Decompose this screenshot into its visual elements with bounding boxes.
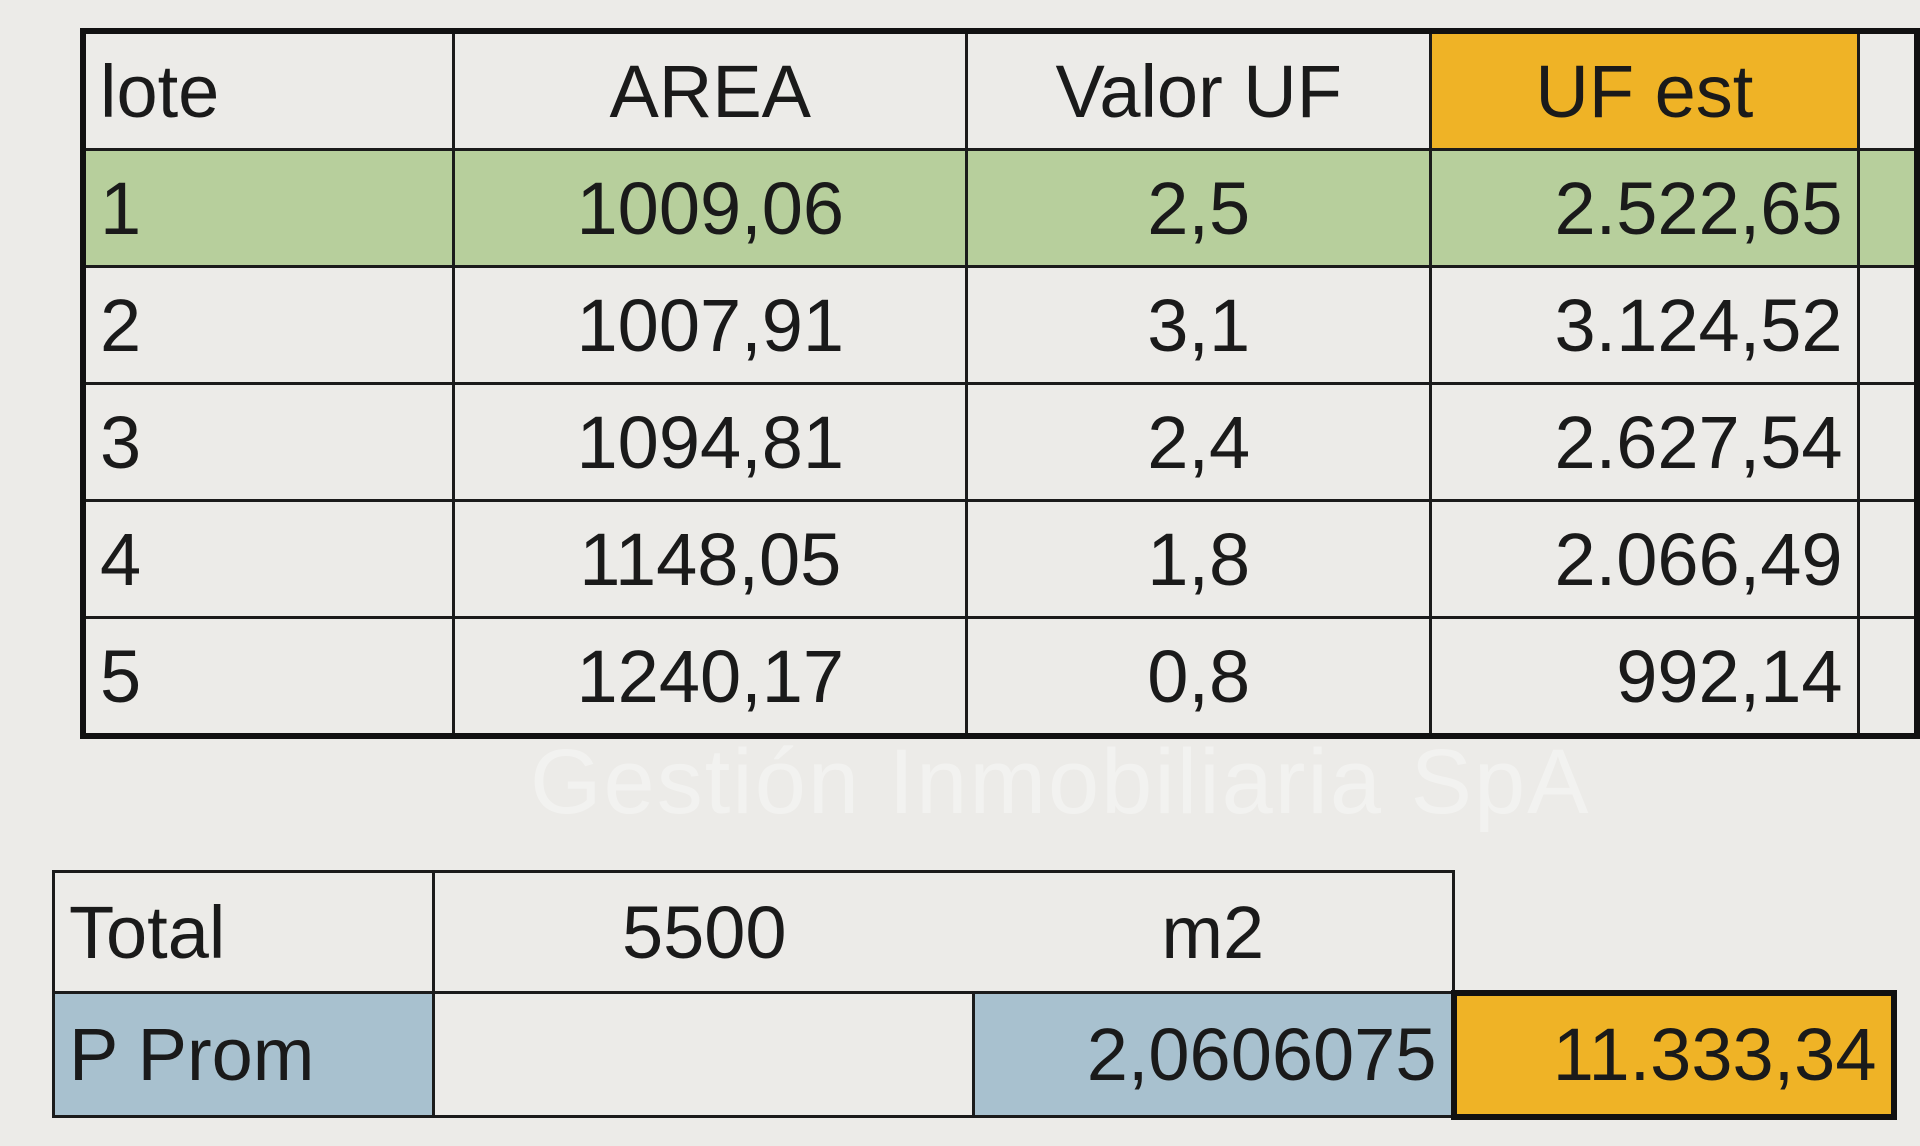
valor-uf-cell: 1,8 xyxy=(965,499,1433,619)
empty-cell xyxy=(1452,871,1894,993)
table-row: 3 1094,81 2,4 2.627,54 xyxy=(81,382,1919,502)
prom-value: 2,0606075 xyxy=(972,991,1455,1118)
table-row: 1 1009,06 2,5 2.522,65 xyxy=(81,148,1919,268)
prom-row: P Prom 2,0606075 11.333,34 xyxy=(52,989,1897,1120)
watermark: Gestión Inmobiliaria SpA xyxy=(530,731,1591,833)
extra-column-cell xyxy=(1856,382,1919,502)
header-area: AREA xyxy=(452,29,969,151)
extra-column-cell xyxy=(1856,148,1919,268)
uf-est-cell: 2.522,65 xyxy=(1429,148,1860,268)
table-row: 4 1148,05 1,8 2.066,49 xyxy=(81,499,1919,619)
uf-est-cell: 2.627,54 xyxy=(1429,382,1860,502)
extra-column-cell xyxy=(1856,499,1919,619)
extra-column-cell xyxy=(1856,265,1919,385)
area-cell: 1094,81 xyxy=(452,382,969,502)
uf-est-cell: 3.124,52 xyxy=(1429,265,1860,385)
total-value: 5500 xyxy=(432,870,974,994)
lote-cell: 5 xyxy=(81,616,456,738)
valor-uf-cell: 2,4 xyxy=(965,382,1433,502)
lote-cell: 3 xyxy=(81,382,456,502)
prom-label: P Prom xyxy=(52,991,435,1118)
header-lote: lote xyxy=(81,29,456,151)
table-row: 5 1240,17 0,8 992,14 xyxy=(81,616,1919,738)
valor-uf-cell: 0,8 xyxy=(965,616,1433,738)
summary-table: Total 5500 m2 P Prom 2,0606075 11.333,34 xyxy=(52,870,1897,1120)
prom-total: 11.333,34 xyxy=(1450,989,1897,1120)
header-valor-uf: Valor UF xyxy=(965,29,1433,151)
lote-cell: 1 xyxy=(81,148,456,268)
total-label: Total xyxy=(52,870,435,994)
area-cell: 1148,05 xyxy=(452,499,969,619)
valor-uf-cell: 2,5 xyxy=(965,148,1433,268)
total-row: Total 5500 m2 xyxy=(52,870,1894,994)
empty-cell xyxy=(432,991,975,1118)
total-unit: m2 xyxy=(973,870,1455,994)
header-uf-est: UF est xyxy=(1429,29,1860,151)
valor-uf-cell: 3,1 xyxy=(965,265,1433,385)
area-cell: 1007,91 xyxy=(452,265,969,385)
lote-cell: 2 xyxy=(81,265,456,385)
area-cell: 1240,17 xyxy=(452,616,969,738)
lote-cell: 4 xyxy=(81,499,456,619)
header-row: lote AREA Valor UF UF est xyxy=(81,29,1919,151)
lots-table: lote AREA Valor UF UF est 1 1009,06 2,5 … xyxy=(80,28,1920,739)
extra-column-cell xyxy=(1856,616,1919,738)
uf-est-cell: 992,14 xyxy=(1429,616,1860,738)
extra-column-cell xyxy=(1856,29,1919,151)
table-row: 2 1007,91 3,1 3.124,52 xyxy=(81,265,1919,385)
area-cell: 1009,06 xyxy=(452,148,969,268)
uf-est-cell: 2.066,49 xyxy=(1429,499,1860,619)
